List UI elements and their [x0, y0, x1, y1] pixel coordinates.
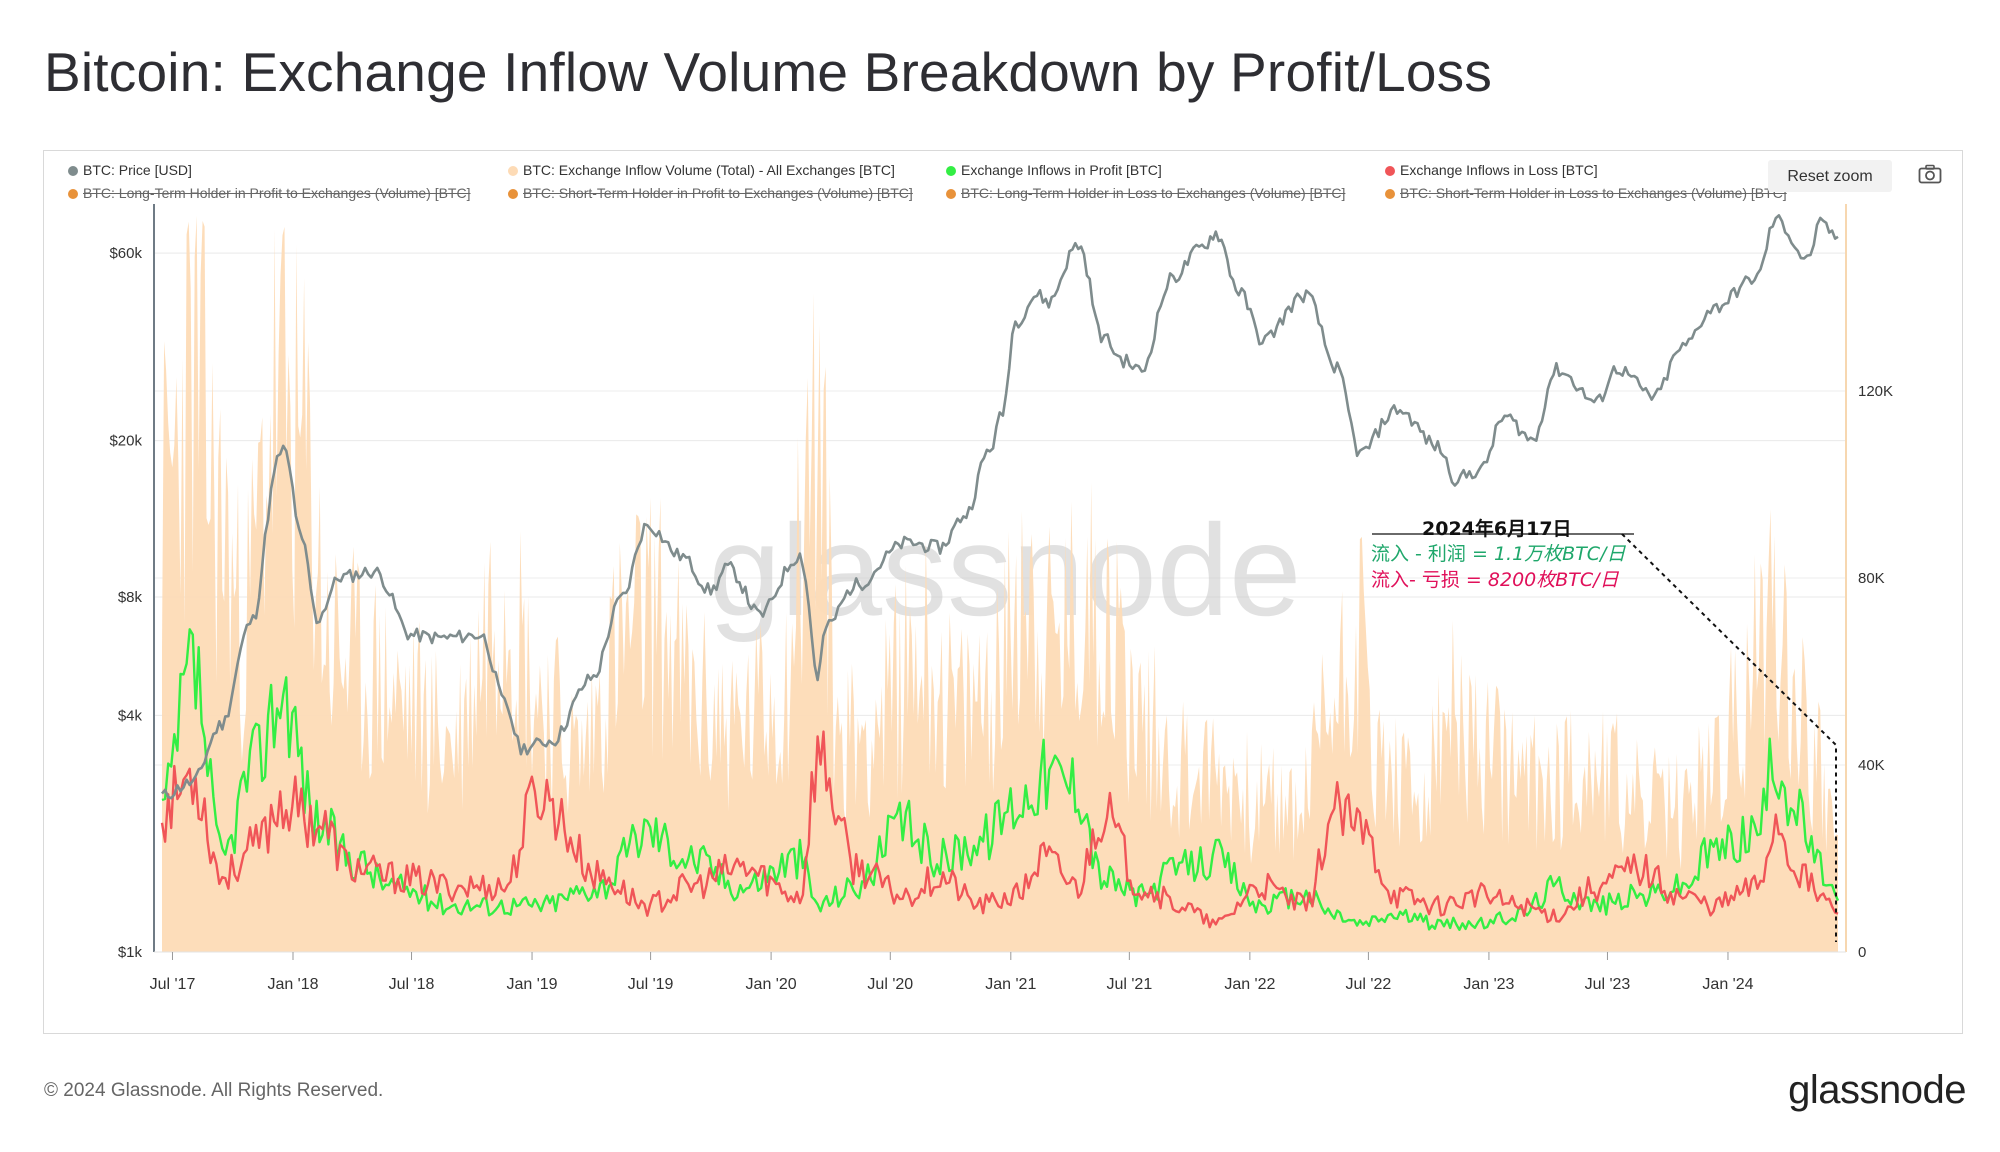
x-axis-tick-label: Jan '20 [746, 976, 797, 993]
series-inflow-volume-area [162, 215, 1838, 953]
x-axis-tick-label: Jul '20 [867, 976, 913, 993]
legend-label: BTC: Long-Term Holder in Loss to Exchang… [961, 185, 1346, 201]
x-axis-tick-label: Jan '19 [506, 976, 557, 993]
legend-label: BTC: Short-Term Holder in Loss to Exchan… [1400, 185, 1787, 201]
annotation-loss: 流入- 亏损 = 8200枚BTC/日 [1371, 565, 1619, 592]
annotation-profit-value: 1.1万枚BTC/日 [1493, 543, 1626, 565]
x-axis-tick-label: Jul '17 [150, 976, 196, 993]
legend-item-sth-profit[interactable]: BTC: Short-Term Holder in Profit to Exch… [508, 185, 913, 201]
right-axis-tick-label: 80K [1858, 570, 1885, 587]
legend-label: BTC: Long-Term Holder in Profit to Excha… [83, 185, 471, 201]
annotation-loss-label: 流入- 亏损 = [1371, 569, 1488, 591]
legend-dot [68, 166, 78, 176]
legend-item-inflow-loss[interactable]: Exchange Inflows in Loss [BTC] [1385, 162, 1598, 178]
left-axis-ticks: $1k $4k $8k $20k $60k [109, 245, 142, 961]
legend-dot [508, 166, 518, 176]
legend-item-inflow-volume[interactable]: BTC: Exchange Inflow Volume (Total) - Al… [508, 162, 895, 178]
series-price-line [160, 214, 1839, 800]
legend-dot [1385, 166, 1395, 176]
annotation-lines [1372, 533, 1837, 942]
glassnode-logo: glassnode [1788, 1068, 1966, 1112]
x-axis-tick-label: Jul '19 [628, 976, 674, 993]
legend-dot [68, 189, 78, 199]
annotation-profit: 流入 - 利润 = 1.1万枚BTC/日 [1371, 539, 1625, 566]
legend-item-sth-loss[interactable]: BTC: Short-Term Holder in Loss to Exchan… [1385, 185, 1787, 201]
legend-item-inflow-profit[interactable]: Exchange Inflows in Profit [BTC] [946, 162, 1162, 178]
right-axis-tick-label: 0 [1858, 944, 1866, 961]
right-axis-ticks: 0 40K 80K 120K [1858, 383, 1893, 961]
left-axis-tick-label: $20k [109, 433, 142, 450]
legend-item-lth-profit[interactable]: BTC: Long-Term Holder in Profit to Excha… [68, 185, 470, 201]
x-axis-tick-label: Jul '18 [389, 976, 435, 993]
legend-item-lth-loss[interactable]: BTC: Long-Term Holder in Loss to Exchang… [946, 185, 1345, 201]
legend-label: BTC: Exchange Inflow Volume (Total) - Al… [523, 162, 895, 178]
left-axis-tick-label: $4k [118, 707, 143, 724]
legend-label: BTC: Short-Term Holder in Profit to Exch… [523, 185, 913, 201]
left-axis-tick-label: $1k [118, 944, 143, 961]
legend-label: Exchange Inflows in Loss [BTC] [1400, 162, 1598, 178]
legend-dot [1385, 189, 1395, 199]
x-axis-tick-label: Jan '21 [985, 976, 1036, 993]
series-inflow-profit-line [161, 628, 1840, 931]
series-inflow-loss-line [160, 730, 1839, 929]
legend-dot [508, 189, 518, 199]
x-axis-tick-label: Jul '22 [1346, 976, 1392, 993]
legend-dot [946, 166, 956, 176]
reset-zoom-button[interactable]: Reset zoom [1768, 160, 1892, 192]
legend-label: Exchange Inflows in Profit [BTC] [961, 162, 1162, 178]
right-axis-tick-label: 120K [1858, 383, 1893, 400]
copyright-text: © 2024 Glassnode. All Rights Reserved. [44, 1080, 384, 1101]
annotation-date: 2024年6月17日 [1422, 518, 1572, 540]
x-axis-tick-label: Jan '24 [1702, 976, 1753, 993]
camera-icon[interactable] [1918, 164, 1942, 184]
x-axis-tick-label: Jan '18 [267, 976, 318, 993]
legend-item-price[interactable]: BTC: Price [USD] [68, 162, 192, 178]
annotation-loss-value: 8200枚BTC/日 [1487, 569, 1619, 591]
x-axis-tick-label: Jan '22 [1224, 976, 1275, 993]
left-axis-tick-label: $8k [118, 589, 143, 606]
x-axis-tick-label: Jul '21 [1106, 976, 1152, 993]
x-axis-tick-label: Jan '23 [1463, 976, 1514, 993]
x-axis-tick-label: Jul '23 [1585, 976, 1631, 993]
left-axis-tick-label: $60k [109, 245, 142, 262]
legend-dot [946, 189, 956, 199]
x-axis-ticks: Jul '17 Jan '18 Jul '18 Jan '19 Jul '19 Jan '… [150, 952, 1754, 993]
page-title: Bitcoin: Exchange Inflow Volume Breakdow… [44, 41, 1493, 103]
annotation-profit-label: 流入 - 利润 = [1371, 543, 1494, 565]
right-axis-tick-label: 40K [1858, 757, 1885, 774]
legend-label: BTC: Price [USD] [83, 162, 192, 178]
